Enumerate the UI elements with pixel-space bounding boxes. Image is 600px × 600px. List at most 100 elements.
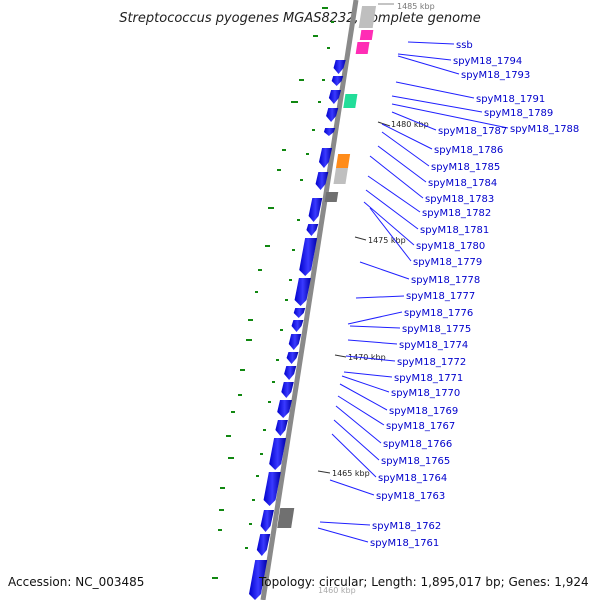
scale-label-1470: 1470 kbp (348, 353, 386, 362)
gene-label-text: spyM18_1778 (411, 275, 480, 286)
gene-label-spyM18_1765[interactable]: spyM18_1765 (333, 419, 450, 467)
gene-feature[interactable] (263, 472, 281, 506)
gene-label-text: spyM18_1767 (386, 421, 455, 432)
gene-label-spyM18_1784[interactable]: spyM18_1784 (377, 145, 497, 189)
gene-label-spyM18_1781[interactable]: spyM18_1781 (365, 189, 489, 236)
leader-line (343, 371, 393, 378)
leader-line (317, 527, 369, 543)
gene-label-spyM18_1778[interactable]: spyM18_1778 (359, 261, 480, 286)
gene-label-spyM18_1794[interactable]: spyM18_1794 (397, 53, 522, 67)
gene-label-spyM18_1791[interactable]: spyM18_1791 (395, 81, 545, 105)
gene-feature[interactable] (291, 320, 304, 332)
gene-feature[interactable] (260, 510, 274, 532)
leader-line (391, 111, 437, 131)
gene-feature[interactable] (318, 148, 333, 168)
leader-line (367, 175, 421, 213)
gene-feature[interactable] (324, 192, 339, 202)
accession-text: Accession: NC_003485 (8, 575, 144, 589)
gene-feature[interactable] (315, 172, 329, 190)
gene-label-spyM18_1789[interactable]: spyM18_1789 (391, 95, 553, 119)
gene-feature[interactable] (323, 128, 336, 136)
gene-feature[interactable] (288, 334, 302, 350)
gene-label-spyM18_1774[interactable]: spyM18_1774 (347, 339, 468, 351)
leader-line (331, 433, 377, 478)
gene-label-spyM18_1787[interactable]: spyM18_1787 (391, 111, 507, 137)
leader-line (395, 81, 475, 99)
gene-label-text: spyM18_1764 (378, 473, 447, 484)
gene-feature[interactable] (328, 90, 342, 104)
gene-track (249, 6, 377, 600)
gene-label-text: spyM18_1787 (438, 126, 507, 137)
gene-feature[interactable] (249, 560, 268, 600)
scale-label-1460: 1460 kbp (318, 586, 356, 595)
gene-label-spyM18_1769[interactable]: spyM18_1769 (339, 383, 458, 417)
gene-label-spyM18_1767[interactable]: spyM18_1767 (337, 395, 455, 432)
gene-feature[interactable] (277, 400, 292, 418)
gene-label-spyM18_1785[interactable]: spyM18_1785 (381, 131, 500, 173)
gene-label-spyM18_1776[interactable]: spyM18_1776 (347, 308, 473, 325)
gene-feature[interactable] (299, 238, 318, 276)
gene-label-spyM18_1772[interactable]: spyM18_1772 (345, 355, 466, 368)
leader-line (319, 521, 371, 526)
gene-feature[interactable] (277, 508, 295, 528)
gene-feature[interactable] (275, 420, 288, 436)
gene-feature[interactable] (294, 278, 311, 306)
gene-label-spyM18_1780[interactable]: spyM18_1780 (363, 201, 485, 252)
gc-content-track (212, 7, 334, 579)
gene-feature[interactable] (308, 198, 323, 222)
gene-label-ssb[interactable]: ssb (407, 40, 473, 51)
gene-label-spyM18_1766[interactable]: spyM18_1766 (335, 405, 452, 450)
scale-label-1485: 1485 kbp (397, 2, 435, 11)
scale-label-1480: 1480 kbp (391, 120, 429, 129)
gene-feature[interactable] (359, 30, 374, 40)
leader-line (381, 123, 433, 150)
leader-line (377, 145, 427, 183)
gene-label-text: spyM18_1766 (383, 439, 452, 450)
gene-label-text: spyM18_1761 (370, 538, 439, 549)
gene-label-spyM18_1775[interactable]: spyM18_1775 (349, 324, 471, 335)
gene-label-spyM18_1761[interactable]: spyM18_1761 (317, 527, 439, 549)
gene-feature[interactable] (343, 94, 358, 108)
leader-line (355, 295, 405, 299)
gene-label-text: spyM18_1765 (381, 456, 450, 467)
leader-line (349, 325, 401, 329)
gene-label-spyM18_1793[interactable]: spyM18_1793 (397, 55, 530, 81)
gene-label-spyM18_1763[interactable]: spyM18_1763 (329, 479, 445, 502)
gene-feature[interactable] (358, 6, 377, 28)
leader-line (381, 131, 430, 167)
gene-feature[interactable] (306, 224, 319, 236)
gene-label-spyM18_1783[interactable]: spyM18_1783 (369, 155, 494, 205)
leader-line (365, 189, 419, 230)
gene-label-text: spyM18_1794 (453, 56, 522, 67)
gene-label-spyM18_1771[interactable]: spyM18_1771 (343, 371, 463, 384)
leader-line (363, 201, 415, 246)
scale-marker-1485: 1485 kbp (378, 2, 435, 11)
gene-feature[interactable] (286, 352, 299, 364)
gene-label-spyM18_1786[interactable]: spyM18_1786 (381, 123, 503, 156)
gene-feature[interactable] (333, 168, 348, 184)
gene-label-spyM18_1762[interactable]: spyM18_1762 (319, 521, 441, 532)
leader-line (333, 419, 380, 461)
gene-label-spyM18_1764[interactable]: spyM18_1764 (331, 433, 447, 484)
gene-feature[interactable] (269, 438, 287, 470)
gene-label-spyM18_1788[interactable]: spyM18_1788 (391, 103, 579, 135)
gene-label-spyM18_1779[interactable]: spyM18_1779 (369, 207, 482, 268)
gene-label-spyM18_1770[interactable]: spyM18_1770 (341, 375, 460, 399)
gene-label-spyM18_1782[interactable]: spyM18_1782 (367, 175, 491, 219)
gene-label-text: ssb (456, 40, 473, 51)
gene-label-text: spyM18_1776 (404, 308, 473, 319)
gene-feature[interactable] (256, 534, 271, 556)
gene-feature[interactable] (293, 308, 306, 318)
gene-feature[interactable] (284, 366, 297, 380)
gene-label-spyM18_1777[interactable]: spyM18_1777 (355, 291, 475, 302)
gene-feature[interactable] (331, 76, 344, 86)
leader-line (391, 95, 483, 113)
gene-feature[interactable] (335, 154, 351, 168)
gene-label-text: spyM18_1775 (402, 324, 471, 335)
gene-feature[interactable] (326, 108, 339, 122)
gene-feature[interactable] (281, 382, 294, 398)
gene-feature[interactable] (355, 42, 370, 54)
gene-feature[interactable] (333, 60, 346, 74)
leader-line (329, 479, 375, 496)
